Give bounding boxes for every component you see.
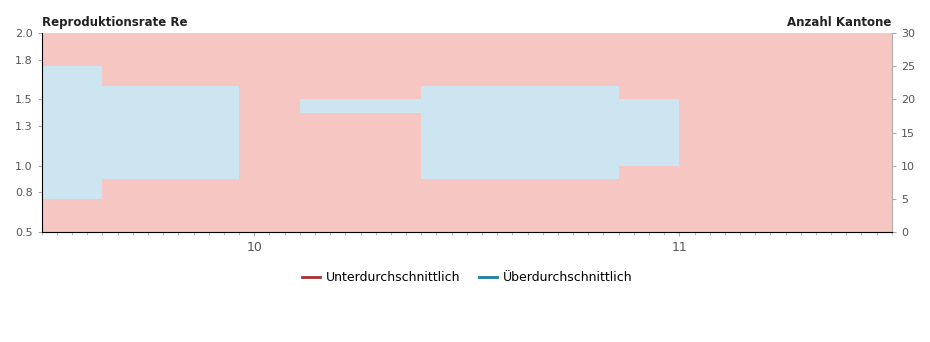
Text: Anzahl Kantone: Anzahl Kantone bbox=[788, 16, 892, 29]
Text: Reproduktionsrate Re: Reproduktionsrate Re bbox=[42, 16, 187, 29]
Legend: Unterdurchschnittlich, Überdurchschnittlich: Unterdurchschnittlich, Überdurchschnittl… bbox=[297, 266, 637, 289]
